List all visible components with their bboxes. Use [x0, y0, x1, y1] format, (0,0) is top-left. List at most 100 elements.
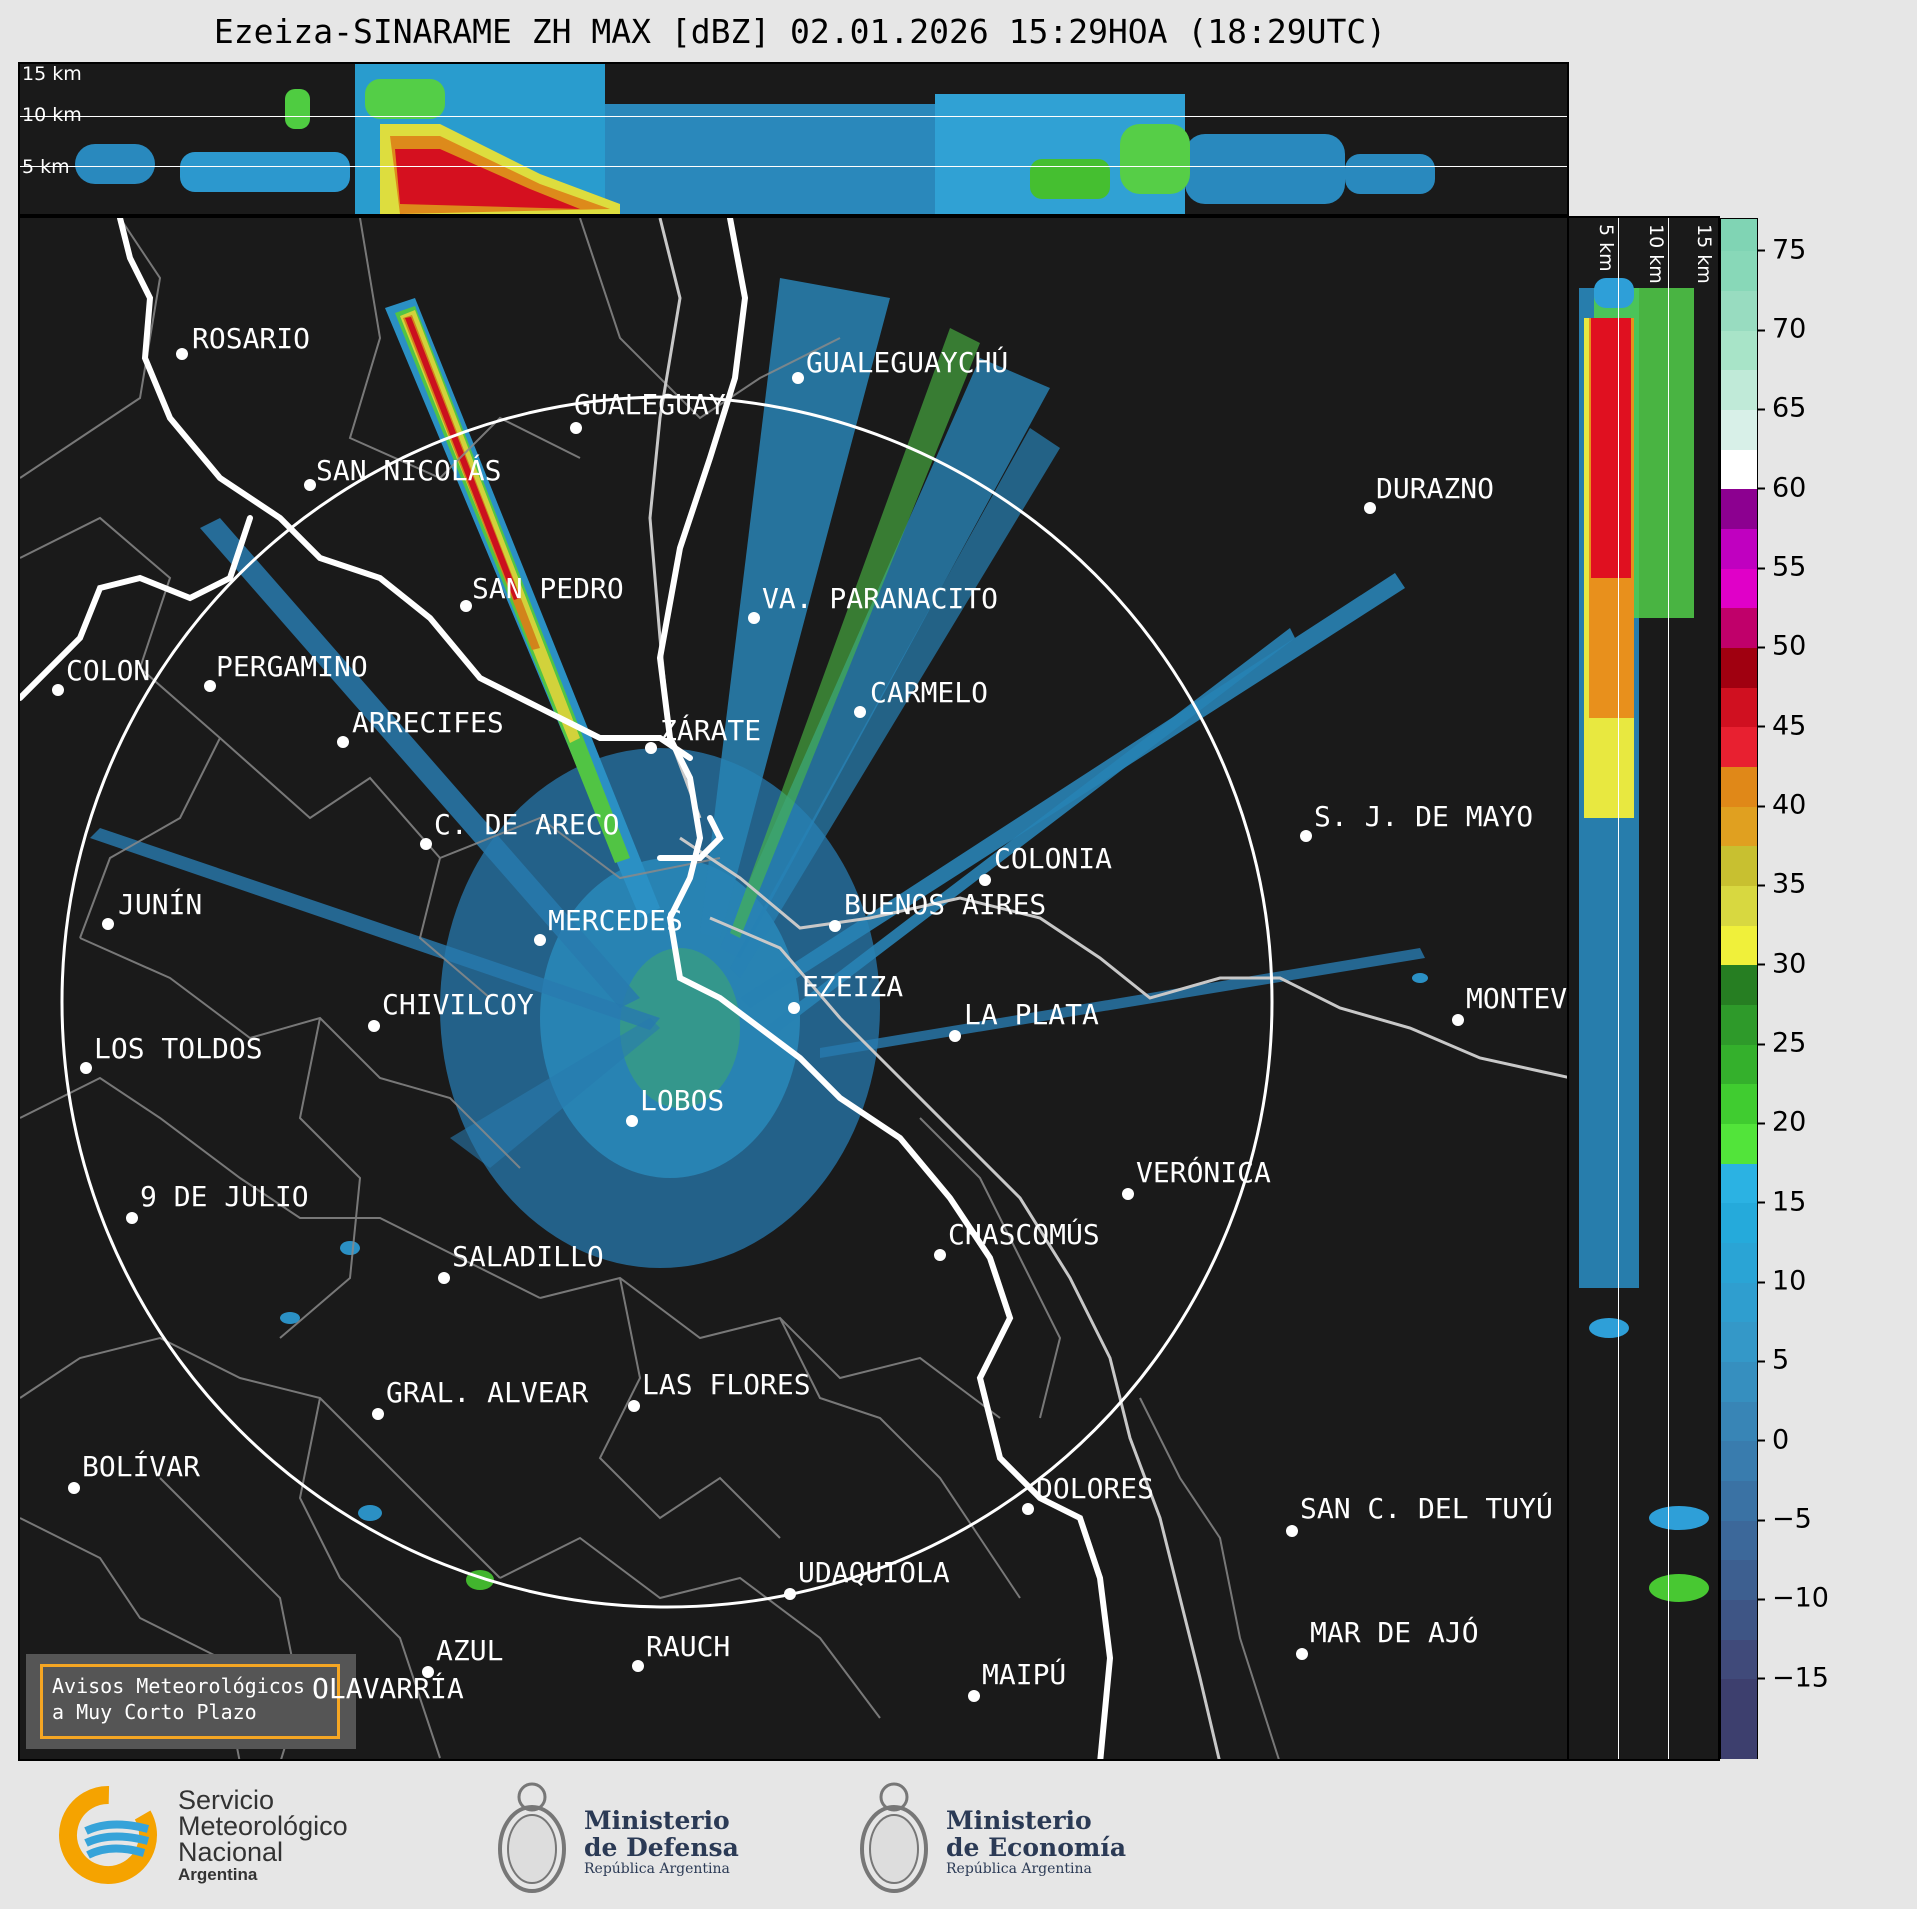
economia-name: Ministerio de Economía República Argenti…	[946, 1806, 1127, 1877]
city-label: MERCEDES	[548, 904, 683, 937]
colorbar-segment	[1721, 845, 1757, 886]
city-label: COLON	[66, 654, 151, 687]
colorbar-tick-label: 0	[1756, 1424, 1789, 1455]
colorbar-segment	[1721, 250, 1757, 291]
reflectivity-echoes	[90, 278, 1428, 1590]
colorbar-segment	[1721, 528, 1757, 569]
colorbar-tick-label: −15	[1757, 1662, 1829, 1693]
city-label: EZEIZA	[802, 970, 904, 1003]
city-label: ZÁRATE	[660, 714, 762, 747]
colorbar-tick-label: 10	[1756, 1266, 1806, 1297]
colorbar-segment	[1721, 964, 1757, 1005]
city-label: RAUCH	[646, 1630, 731, 1663]
range-ring	[60, 395, 1274, 1609]
alt-label-5km: 5 km	[22, 156, 70, 178]
city-label: GUALEGUAY	[574, 388, 726, 421]
smn-name: Servicio Meteorológico Nacional Argentin…	[178, 1785, 348, 1885]
city-label: LAS FLORES	[642, 1368, 811, 1401]
colorbar-segment	[1721, 687, 1757, 728]
city-label: AZUL	[436, 1634, 504, 1667]
colorbar-segment	[1721, 726, 1757, 767]
colorbar-segment	[1721, 925, 1757, 966]
top-cross-section: 15 km 10 km 5 km	[18, 62, 1569, 216]
city-label: MONTEV	[1466, 982, 1568, 1015]
city-label: OLAVARRÍA	[312, 1672, 464, 1705]
colorbar-tick-label: 5	[1756, 1345, 1789, 1376]
city-label: S. J. DE MAYO	[1314, 800, 1534, 833]
colorbar-segment	[1721, 647, 1757, 688]
city-label: ARRECIFES	[352, 706, 504, 739]
colorbar-tick-label: 55	[1756, 552, 1806, 583]
city-label: JUNÍN	[118, 888, 203, 921]
alt-label-15km: 15 km	[1693, 224, 1715, 284]
colorbar-segment	[1721, 1163, 1757, 1204]
warning-box-frame	[40, 1664, 340, 1739]
colorbar-segment	[1721, 1401, 1757, 1442]
alt-label-15km: 15 km	[22, 63, 82, 85]
radar-map[interactable]: ROSARIO GUALEGUAYCHÚ GUALEGUAY SAN NICOL…	[18, 216, 1569, 1761]
colorbar-tick-label: −5	[1757, 1504, 1812, 1535]
city-label: LOS TOLDOS	[94, 1032, 263, 1065]
colorbar-segment	[1721, 409, 1757, 450]
colorbar-tick-label: −10	[1757, 1583, 1829, 1614]
colorbar-segment	[1721, 1678, 1757, 1759]
colorbar-segment	[1721, 1242, 1757, 1283]
city-label: DURAZNO	[1376, 472, 1495, 505]
city-label: VA. PARANACITO	[762, 582, 999, 615]
district-boundaries	[20, 218, 1280, 1759]
side-cross-section: 5 km 10 km 15 km	[1569, 216, 1720, 1761]
colorbar-segment	[1721, 1361, 1757, 1402]
city-label: CHIVILCOY	[382, 988, 534, 1021]
city-label: BOLÍVAR	[82, 1450, 201, 1483]
alt-label-5km: 5 km	[1595, 224, 1617, 272]
city-label: 9 DE JULIO	[140, 1180, 309, 1213]
city-label: ROSARIO	[192, 322, 311, 355]
argentina-seal-icon	[860, 1782, 928, 1893]
radar-map-graphics	[20, 218, 1567, 1759]
side-cross-section-echoes	[1579, 278, 1709, 1602]
colorbar-tick-label: 25	[1756, 1028, 1806, 1059]
chart-title: Ezeiza-SINARAME ZH MAX [dBZ] 02.01.2026 …	[213, 12, 1387, 51]
city-dots	[52, 348, 1464, 1716]
colorbar-segment	[1721, 1044, 1757, 1085]
colorbar-segment	[1721, 806, 1757, 847]
colorbar-segment	[1721, 219, 1757, 252]
colorbar-segment	[1721, 1599, 1757, 1640]
colorbar-segment	[1721, 1321, 1757, 1362]
colorbar-segment	[1721, 1440, 1757, 1481]
city-label: GRAL. ALVEAR	[386, 1376, 589, 1409]
colorbar-segment	[1721, 568, 1757, 609]
city-label: PERGAMINO	[216, 650, 368, 683]
colorbar-tick-label: 75	[1756, 234, 1806, 265]
colorbar-segment	[1721, 1480, 1757, 1521]
alt-label-10km: 10 km	[1645, 224, 1667, 284]
city-label: LA PLATA	[964, 998, 1099, 1031]
city-label: SAN NICOLÁS	[316, 454, 502, 487]
colorbar-segment	[1721, 607, 1757, 648]
colorbar-tick-label: 45	[1756, 710, 1806, 741]
defensa-name: Ministerio de Defensa República Argentin…	[584, 1806, 739, 1877]
city-label: UDAQUIOLA	[798, 1556, 950, 1589]
colorbar	[1720, 218, 1758, 1759]
colorbar-segment	[1721, 1639, 1757, 1680]
colorbar-tick-label: 60	[1756, 472, 1806, 503]
warning-box[interactable]: Avisos Meteorológicos a Muy Corto Plazo	[26, 1654, 356, 1749]
colorbar-segment	[1721, 1282, 1757, 1323]
colorbar-segment	[1721, 449, 1757, 490]
colorbar-segment	[1721, 369, 1757, 410]
colorbar-segment	[1721, 1123, 1757, 1164]
smn-logo-icon	[59, 1786, 157, 1884]
city-label: GUALEGUAYCHÚ	[806, 346, 1009, 379]
colorbar-segment	[1721, 885, 1757, 926]
colorbar-tick-label: 30	[1756, 948, 1806, 979]
city-label: LOBOS	[640, 1084, 725, 1117]
colorbar-segment	[1721, 290, 1757, 331]
city-label: COLONIA	[994, 842, 1113, 875]
alt-line-5km	[20, 166, 1567, 167]
alt-label-10km: 10 km	[22, 104, 82, 126]
city-label: C. DE ARECO	[434, 808, 620, 841]
colorbar-segment	[1721, 1004, 1757, 1045]
city-label: SALADILLO	[452, 1240, 604, 1273]
city-label: CARMELO	[870, 676, 989, 709]
colorbar-tick-label: 50	[1756, 631, 1806, 662]
